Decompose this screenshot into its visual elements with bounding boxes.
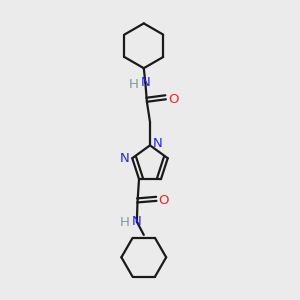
Text: H: H — [129, 78, 139, 91]
Text: N: N — [120, 152, 129, 165]
Text: H: H — [120, 216, 130, 229]
Text: O: O — [168, 93, 178, 106]
Text: N: N — [132, 215, 142, 228]
Text: N: N — [140, 76, 150, 89]
Text: N: N — [153, 137, 163, 150]
Text: O: O — [159, 194, 169, 207]
